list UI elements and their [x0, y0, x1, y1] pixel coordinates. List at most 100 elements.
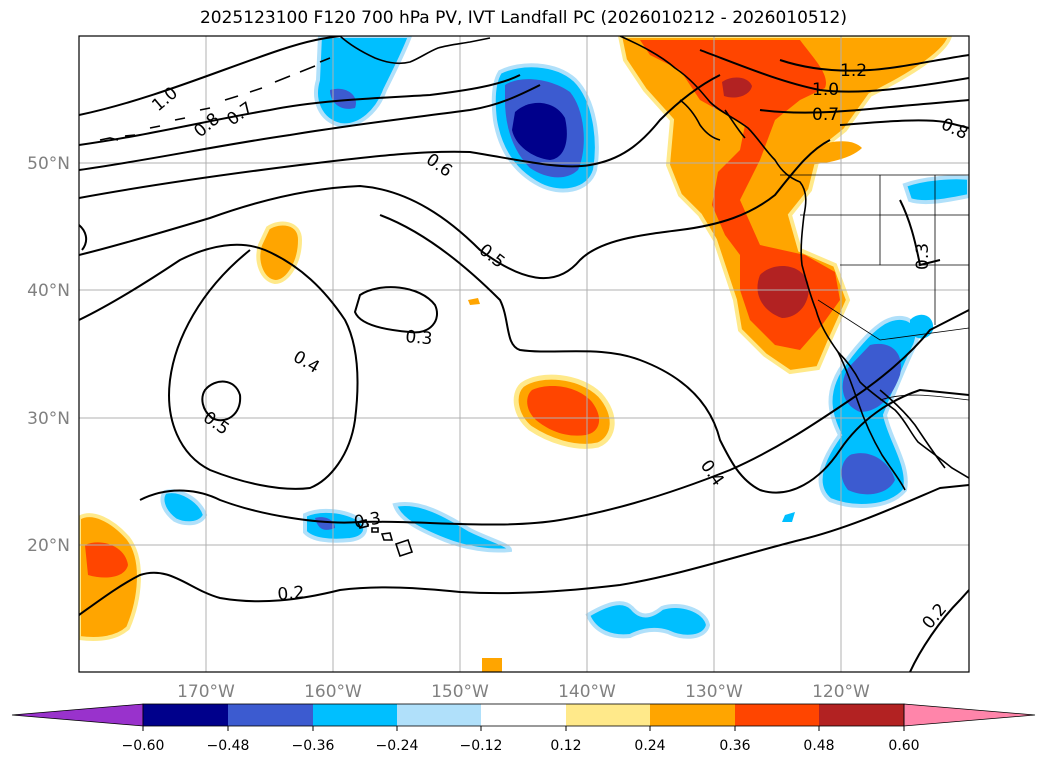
- colorbar-tick-label: −0.12: [460, 738, 503, 754]
- contour-label: 0.2: [277, 583, 306, 605]
- colorbar-bin: [819, 704, 904, 726]
- pv-contours: [79, 36, 969, 672]
- colorbar-tick-label: −0.60: [122, 738, 165, 754]
- lat-tick-label: 30°N: [27, 409, 70, 429]
- colorbar-tick-label: 0.24: [634, 738, 665, 754]
- colorbar-bin: [228, 704, 313, 726]
- cold-shading-aleut: [314, 36, 413, 128]
- lat-tick-label: 20°N: [27, 536, 70, 556]
- cold-shading-npac-core: [512, 102, 567, 160]
- contour-label: 0.3: [913, 243, 933, 270]
- contour-0.8-b: [839, 119, 969, 129]
- lon-tick-label: 160°W: [304, 682, 362, 702]
- coastlines: [99, 36, 969, 558]
- contour-label: 1.2: [840, 61, 867, 81]
- border-state-5: [817, 299, 969, 341]
- contour-label: 0.3: [352, 509, 382, 533]
- coastline-north-america: [619, 36, 969, 479]
- plot-title: 2025123100 F120 700 hPa PV, IVT Landfall…: [199, 8, 847, 28]
- lon-tick-label: 120°W: [812, 682, 870, 702]
- contour-label: 0.8: [938, 114, 971, 144]
- lat-tick-label: 40°N: [27, 281, 70, 301]
- lat-tick-labels: 50°N 40°N 30°N 20°N: [27, 154, 70, 556]
- colorbar-tick-label: 0.60: [888, 738, 919, 754]
- warm-shading-pnw-max-s: [757, 265, 809, 318]
- contour-label: 0.8: [190, 109, 224, 142]
- colorbar-extend-low: [11, 703, 144, 727]
- lon-tick-label: 150°W: [431, 682, 489, 702]
- lon-tick-label: 130°W: [685, 682, 743, 702]
- contour-label: 0.3: [405, 327, 434, 349]
- warm-shading-pnw: [617, 36, 953, 375]
- colorbar-tick-label: 0.36: [719, 738, 750, 754]
- colorbar-bin: [143, 704, 228, 726]
- warm-shading-subtrop-core: [527, 386, 600, 436]
- contour-0.5-nw: [79, 224, 88, 251]
- contour-0.4-east: [379, 214, 969, 494]
- colorbar-bin: [397, 704, 481, 726]
- contour-label: 0.7: [812, 105, 839, 125]
- lon-tick-label: 140°W: [558, 682, 616, 702]
- colorbar-bin: [566, 704, 650, 726]
- contour-0.4-main: [79, 243, 359, 490]
- contour-0.6: [79, 74, 721, 199]
- contour-0.5-north: [79, 139, 831, 280]
- lon-tick-labels: 170°W 160°W 150°W 140°W 130°W 120°W: [177, 682, 870, 702]
- cold-shading-tropical: [585, 601, 711, 639]
- colorbar-extend-high: [903, 703, 1036, 727]
- map-frame: [78, 35, 970, 673]
- contour-1.2: [779, 54, 969, 72]
- contour-label: 0.5: [475, 240, 509, 272]
- contour-label: 0.4: [696, 456, 728, 490]
- coastline-bc-islands: [679, 99, 746, 141]
- contour-0.2-se: [909, 589, 969, 672]
- cold-shading-sw-us-mid-s: [841, 453, 895, 495]
- colorbar-tick-label: 0.48: [803, 738, 834, 754]
- colorbar: −0.60 −0.48 −0.36 −0.24 −0.12 0.12 0.24 …: [11, 703, 1036, 754]
- contour-0.7-b: [759, 99, 969, 114]
- warm-shading-bc: [798, 141, 862, 165]
- contour-1.0-a: [79, 36, 341, 116]
- contour-label: 0.2: [919, 600, 952, 634]
- contour-1.0-b: [699, 49, 969, 93]
- cold-shading-aleut-core: [330, 88, 356, 109]
- cold-shading-hawaii-core: [315, 517, 335, 530]
- contour-label: 0.4: [290, 347, 323, 378]
- cold-shading-hawaii-w: [160, 489, 208, 526]
- contour-label: 1.0: [148, 83, 182, 116]
- colorbar-tick-label: −0.48: [207, 738, 250, 754]
- lat-tick-label: 50°N: [27, 154, 70, 174]
- cold-shading-4corners: [910, 314, 934, 339]
- contour-0.5-south: [201, 380, 242, 422]
- colorbar-tick-label: −0.36: [292, 738, 335, 754]
- coastline-hawaii: [356, 519, 414, 558]
- colorbar-bin: [481, 704, 566, 726]
- contour-0.3-east: [899, 199, 941, 267]
- map-area: 1.0 0.8 0.7 0.6 0.5 0.4 0.3 0.5 0.4 0.3 …: [79, 36, 971, 672]
- colorbar-tick-label: 0.12: [550, 738, 581, 754]
- contour-0.2: [79, 484, 969, 616]
- warm-shading-mid: [256, 221, 303, 285]
- contour-label: 0.6: [422, 150, 456, 182]
- border-us-mexico: [879, 394, 969, 401]
- warm-shading-south: [482, 658, 502, 672]
- colorbar-tick-label: −0.24: [376, 738, 419, 754]
- coastline-aleutians: [99, 57, 331, 141]
- contour-label: 0.5: [199, 408, 233, 440]
- cold-shading-baja: [782, 512, 795, 522]
- coastline-baja: [837, 351, 906, 491]
- coastline-gulf-california: [879, 389, 946, 469]
- contour-0.3-long: [139, 309, 969, 526]
- warm-shading-dot: [468, 298, 480, 305]
- lon-tick-label: 170°W: [177, 682, 235, 702]
- cold-shading-hawaii-e: [392, 502, 513, 553]
- warm-shading-pnw-max-n: [722, 77, 752, 98]
- colorbar-ticks: [142, 726, 905, 731]
- coastline-alaska-south: [339, 36, 491, 65]
- colorbar-frame: [142, 703, 905, 727]
- contour-label: 1.0: [812, 80, 839, 100]
- shading-layer: [79, 36, 969, 672]
- contour-label: 0.7: [223, 98, 257, 130]
- contour-0.7-a: [79, 84, 541, 171]
